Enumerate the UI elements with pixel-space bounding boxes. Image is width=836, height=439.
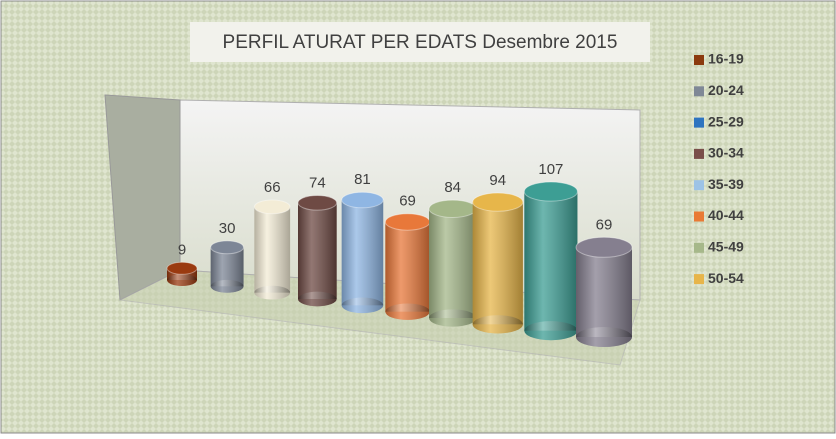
cylinder [384,213,431,320]
value-label: 81 [354,171,371,188]
value-label: 107 [538,161,563,178]
legend-label: 40-44 [708,207,744,223]
legend-swatch [694,274,704,285]
cylinder [523,181,578,341]
cylinder [472,192,524,334]
value-label: 84 [444,179,461,196]
chart-title: PERFIL ATURAT PER EDATS Desembre 2015 [223,32,618,53]
cylinder-top [472,192,524,212]
cylinder-top [428,199,477,218]
cylinder-top [253,199,291,215]
cylinder-top [210,240,245,255]
value-label: 30 [219,220,236,237]
legend-label: 30-34 [708,145,744,161]
legend-label: 45-49 [708,239,744,255]
cylinder-body-shade [472,202,523,325]
cylinder-body-shade [429,208,477,318]
cylinder-body-shade [385,221,430,312]
cylinder-body-shade [254,206,291,293]
value-label: 9 [178,241,186,258]
cylinder-top [384,213,431,231]
value-label: 94 [489,172,506,189]
cylinder-body-shade [524,191,578,331]
value-label: 69 [399,193,416,210]
legend-label: 20-24 [708,82,744,98]
cylinder [428,199,477,327]
cylinder-top [523,181,578,202]
legend-swatch [694,117,704,128]
title-box [190,22,650,62]
cylinder [297,194,338,307]
cylinder-top [166,261,198,275]
cylinder-body-shade [298,202,337,299]
cylinder [210,240,245,293]
cylinder [166,261,198,286]
cylinder-body-shade [210,247,244,287]
cylinder-top [297,194,338,211]
legend-swatch [694,55,704,65]
cylinder-top [341,191,384,209]
legend-swatch [694,242,704,253]
value-label: 66 [264,179,281,196]
legend-swatch [694,86,704,97]
legend-swatch [694,211,704,222]
legend-label: 25-29 [708,113,744,129]
legend-label: 35-39 [708,176,744,192]
cylinder [575,236,633,347]
value-label: 69 [596,216,613,233]
legend-label: 16-19 [708,51,744,67]
cylinder-body-shade [576,247,632,337]
cylinder-body-shade [341,200,384,306]
cylinder [253,199,291,300]
legend-swatch [694,148,704,159]
legend-label: 50-54 [708,270,744,286]
legend-swatch [694,180,704,191]
cylinder-top [575,236,633,258]
cylinder [341,191,384,314]
value-label: 74 [309,174,326,191]
